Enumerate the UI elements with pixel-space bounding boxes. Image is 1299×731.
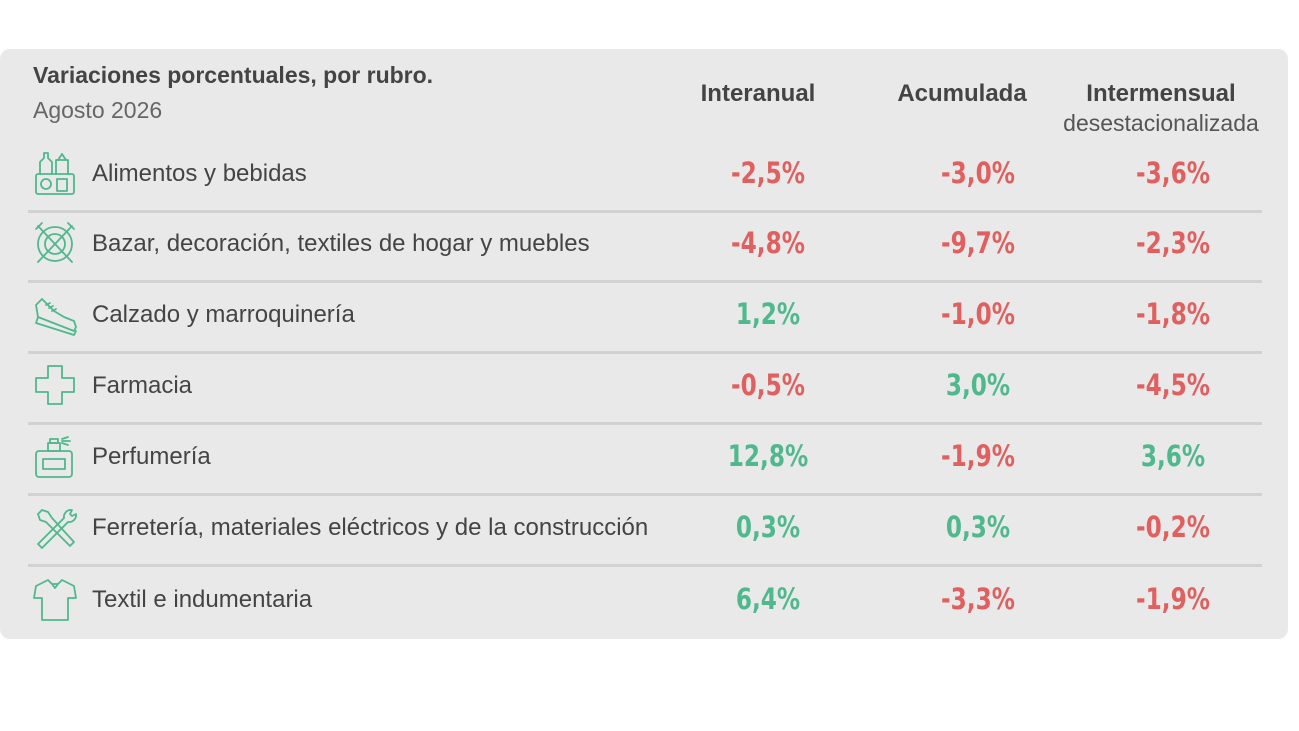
pharmacy-cross-icon [30, 360, 80, 410]
value-acumulada: 3,0% [945, 368, 1011, 402]
row-label: Calzado y marroquinería [92, 301, 355, 328]
value-acumulada: -1,9% [941, 439, 1015, 473]
perfume-icon [30, 431, 80, 481]
value-intermensual: -1,9% [1136, 582, 1210, 616]
value-intermensual: -4,5% [1136, 368, 1210, 402]
value-intermensual: -1,8% [1136, 297, 1210, 331]
row-label: Textil e indumentaria [92, 586, 313, 613]
column-header-intermensual: Intermensual desestacionalizada [1047, 80, 1275, 137]
value-interanual: 1,2% [735, 297, 801, 331]
row-label: Alimentos y bebidas [92, 160, 307, 187]
table-title: Variaciones porcentuales, por rubro. [33, 62, 434, 88]
column-header-intermensual-title: Intermensual [1086, 80, 1236, 107]
table-row: Alimentos y bebidas -2,5% -3,0% -3,6% [28, 140, 1262, 213]
table-row: Perfumería 12,8% -1,9% 3,6% [28, 423, 1262, 496]
table-row: Farmacia -0,5% 3,0% -4,5% [28, 352, 1262, 425]
tools-icon [30, 502, 80, 552]
value-interanual: -4,8% [731, 226, 805, 260]
value-interanual: -0,5% [731, 368, 805, 402]
value-intermensual: 3,6% [1140, 439, 1206, 473]
value-intermensual: -2,3% [1136, 226, 1210, 260]
plate-cutlery-icon [30, 218, 80, 268]
table-row: Textil e indumentaria 6,4% -3,3% -1,9% [28, 566, 1262, 636]
groceries-icon [30, 148, 80, 198]
row-label: Bazar, decoración, textiles de hogar y m… [92, 230, 590, 257]
row-label: Perfumería [92, 443, 211, 470]
value-intermensual: -0,2% [1136, 510, 1210, 544]
value-acumulada: 0,3% [945, 510, 1011, 544]
row-label: Ferretería, materiales eléctricos y de l… [92, 514, 649, 541]
shirt-icon [30, 574, 80, 624]
column-header-interanual: Interanual [700, 80, 816, 107]
value-acumulada: -3,3% [941, 582, 1015, 616]
column-header-acumulada: Acumulada [897, 80, 1027, 107]
table-row: Ferretería, materiales eléctricos y de l… [28, 494, 1262, 567]
value-acumulada: -9,7% [941, 226, 1015, 260]
value-acumulada: -1,0% [941, 297, 1015, 331]
table-row: Bazar, decoración, textiles de hogar y m… [28, 210, 1262, 283]
value-intermensual: -3,6% [1136, 156, 1210, 190]
shoe-icon [30, 289, 80, 339]
column-header-intermensual-subtitle: desestacionalizada [1063, 110, 1259, 136]
value-interanual: 12,8% [727, 439, 809, 473]
table-panel [0, 49, 1288, 639]
table-subtitle: Agosto 2026 [33, 97, 163, 123]
table-row: Calzado y marroquinería 1,2% -1,0% -1,8% [28, 281, 1262, 354]
value-acumulada: -3,0% [941, 156, 1015, 190]
row-label: Farmacia [92, 372, 193, 399]
value-interanual: -2,5% [731, 156, 805, 190]
value-interanual: 6,4% [735, 582, 801, 616]
value-interanual: 0,3% [735, 510, 801, 544]
